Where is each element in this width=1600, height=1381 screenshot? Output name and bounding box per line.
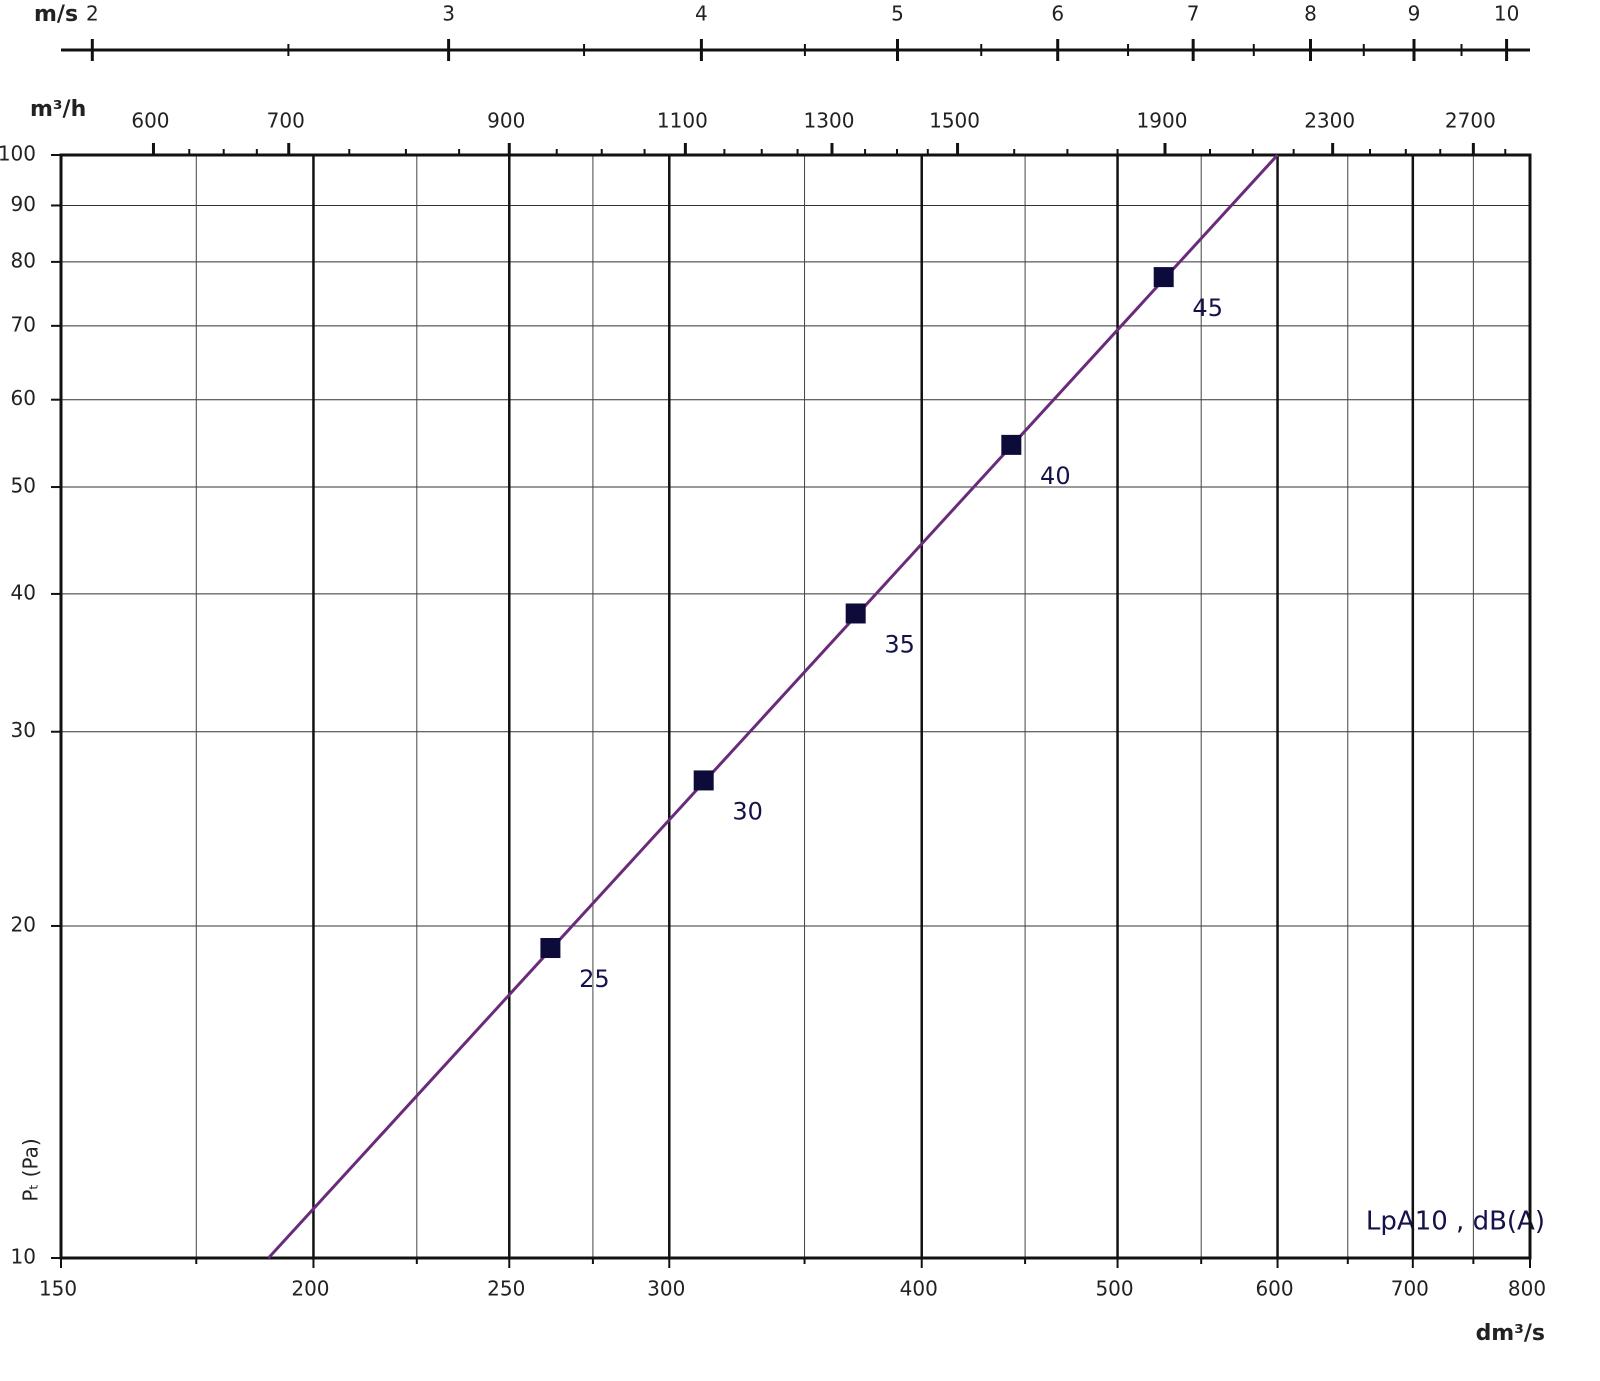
x-tick-label: 300 bbox=[647, 1277, 685, 1301]
y-tick-label: 80 bbox=[11, 248, 36, 272]
y-tick-label: 100 bbox=[0, 142, 36, 166]
point-marker bbox=[693, 770, 714, 791]
top-axis-label: m/s bbox=[34, 2, 78, 27]
y-tick-label: 70 bbox=[11, 312, 36, 336]
top-tick-label: 600 bbox=[131, 109, 169, 133]
point-label: 40 bbox=[1040, 462, 1071, 490]
top-tick-label: 4 bbox=[695, 2, 708, 26]
x-tick-label: 500 bbox=[1095, 1277, 1133, 1301]
y-tick-label: 30 bbox=[11, 718, 36, 742]
top-tick-label: 2 bbox=[86, 2, 99, 26]
point-label: 25 bbox=[579, 965, 610, 993]
x-tick-label: 800 bbox=[1508, 1277, 1546, 1301]
curve bbox=[267, 153, 1279, 1260]
top-tick-label: 5 bbox=[891, 2, 904, 26]
top-axis-label: m³/h bbox=[30, 97, 86, 122]
point-marker bbox=[1153, 267, 1174, 288]
x-tick-label: 200 bbox=[291, 1277, 329, 1301]
top-tick-label: 7 bbox=[1187, 2, 1200, 26]
x-tick-label: 150 bbox=[39, 1277, 77, 1301]
top-tick-label: 8 bbox=[1304, 2, 1317, 26]
top-tick-label: 3 bbox=[442, 2, 455, 26]
y-tick-label: 40 bbox=[11, 580, 36, 604]
point-label: 35 bbox=[884, 630, 915, 658]
x-tick-label: 700 bbox=[1391, 1277, 1429, 1301]
x-tick-label: 250 bbox=[487, 1277, 525, 1301]
top-tick-label: 1100 bbox=[657, 109, 708, 133]
x-axis-label: dm³/s bbox=[1476, 1321, 1545, 1346]
point-label: 45 bbox=[1192, 294, 1223, 322]
y-tick-label: 50 bbox=[11, 474, 36, 498]
y-tick-label: 90 bbox=[11, 192, 36, 216]
y-tick-label: 20 bbox=[11, 912, 36, 936]
top-tick-label: 900 bbox=[487, 109, 525, 133]
x-tick-label: 400 bbox=[900, 1277, 938, 1301]
top-tick-label: 700 bbox=[267, 109, 305, 133]
top-tick-label: 1300 bbox=[804, 109, 855, 133]
plot-frame bbox=[59, 153, 1532, 1260]
top-tick-label: 1900 bbox=[1137, 109, 1188, 133]
top-tick-label: 2700 bbox=[1445, 109, 1496, 133]
y-tick-label: 10 bbox=[11, 1245, 36, 1269]
point-marker bbox=[540, 938, 561, 959]
top-tick-label: 9 bbox=[1408, 2, 1421, 26]
point-marker bbox=[1001, 434, 1022, 455]
x-tick-label: 600 bbox=[1255, 1277, 1293, 1301]
y-tick-label: 60 bbox=[11, 386, 36, 410]
point-label: 30 bbox=[732, 797, 763, 825]
annotation: LpA10 , dB(A) bbox=[1366, 1207, 1545, 1237]
top-tick-label: 6 bbox=[1051, 2, 1064, 26]
point-marker bbox=[845, 603, 866, 624]
top-tick-label: 10 bbox=[1494, 2, 1519, 26]
top-tick-label: 2300 bbox=[1304, 109, 1355, 133]
y-axis-label: Pₜ (Pa) bbox=[19, 1138, 43, 1201]
top-tick-label: 1500 bbox=[929, 109, 980, 133]
